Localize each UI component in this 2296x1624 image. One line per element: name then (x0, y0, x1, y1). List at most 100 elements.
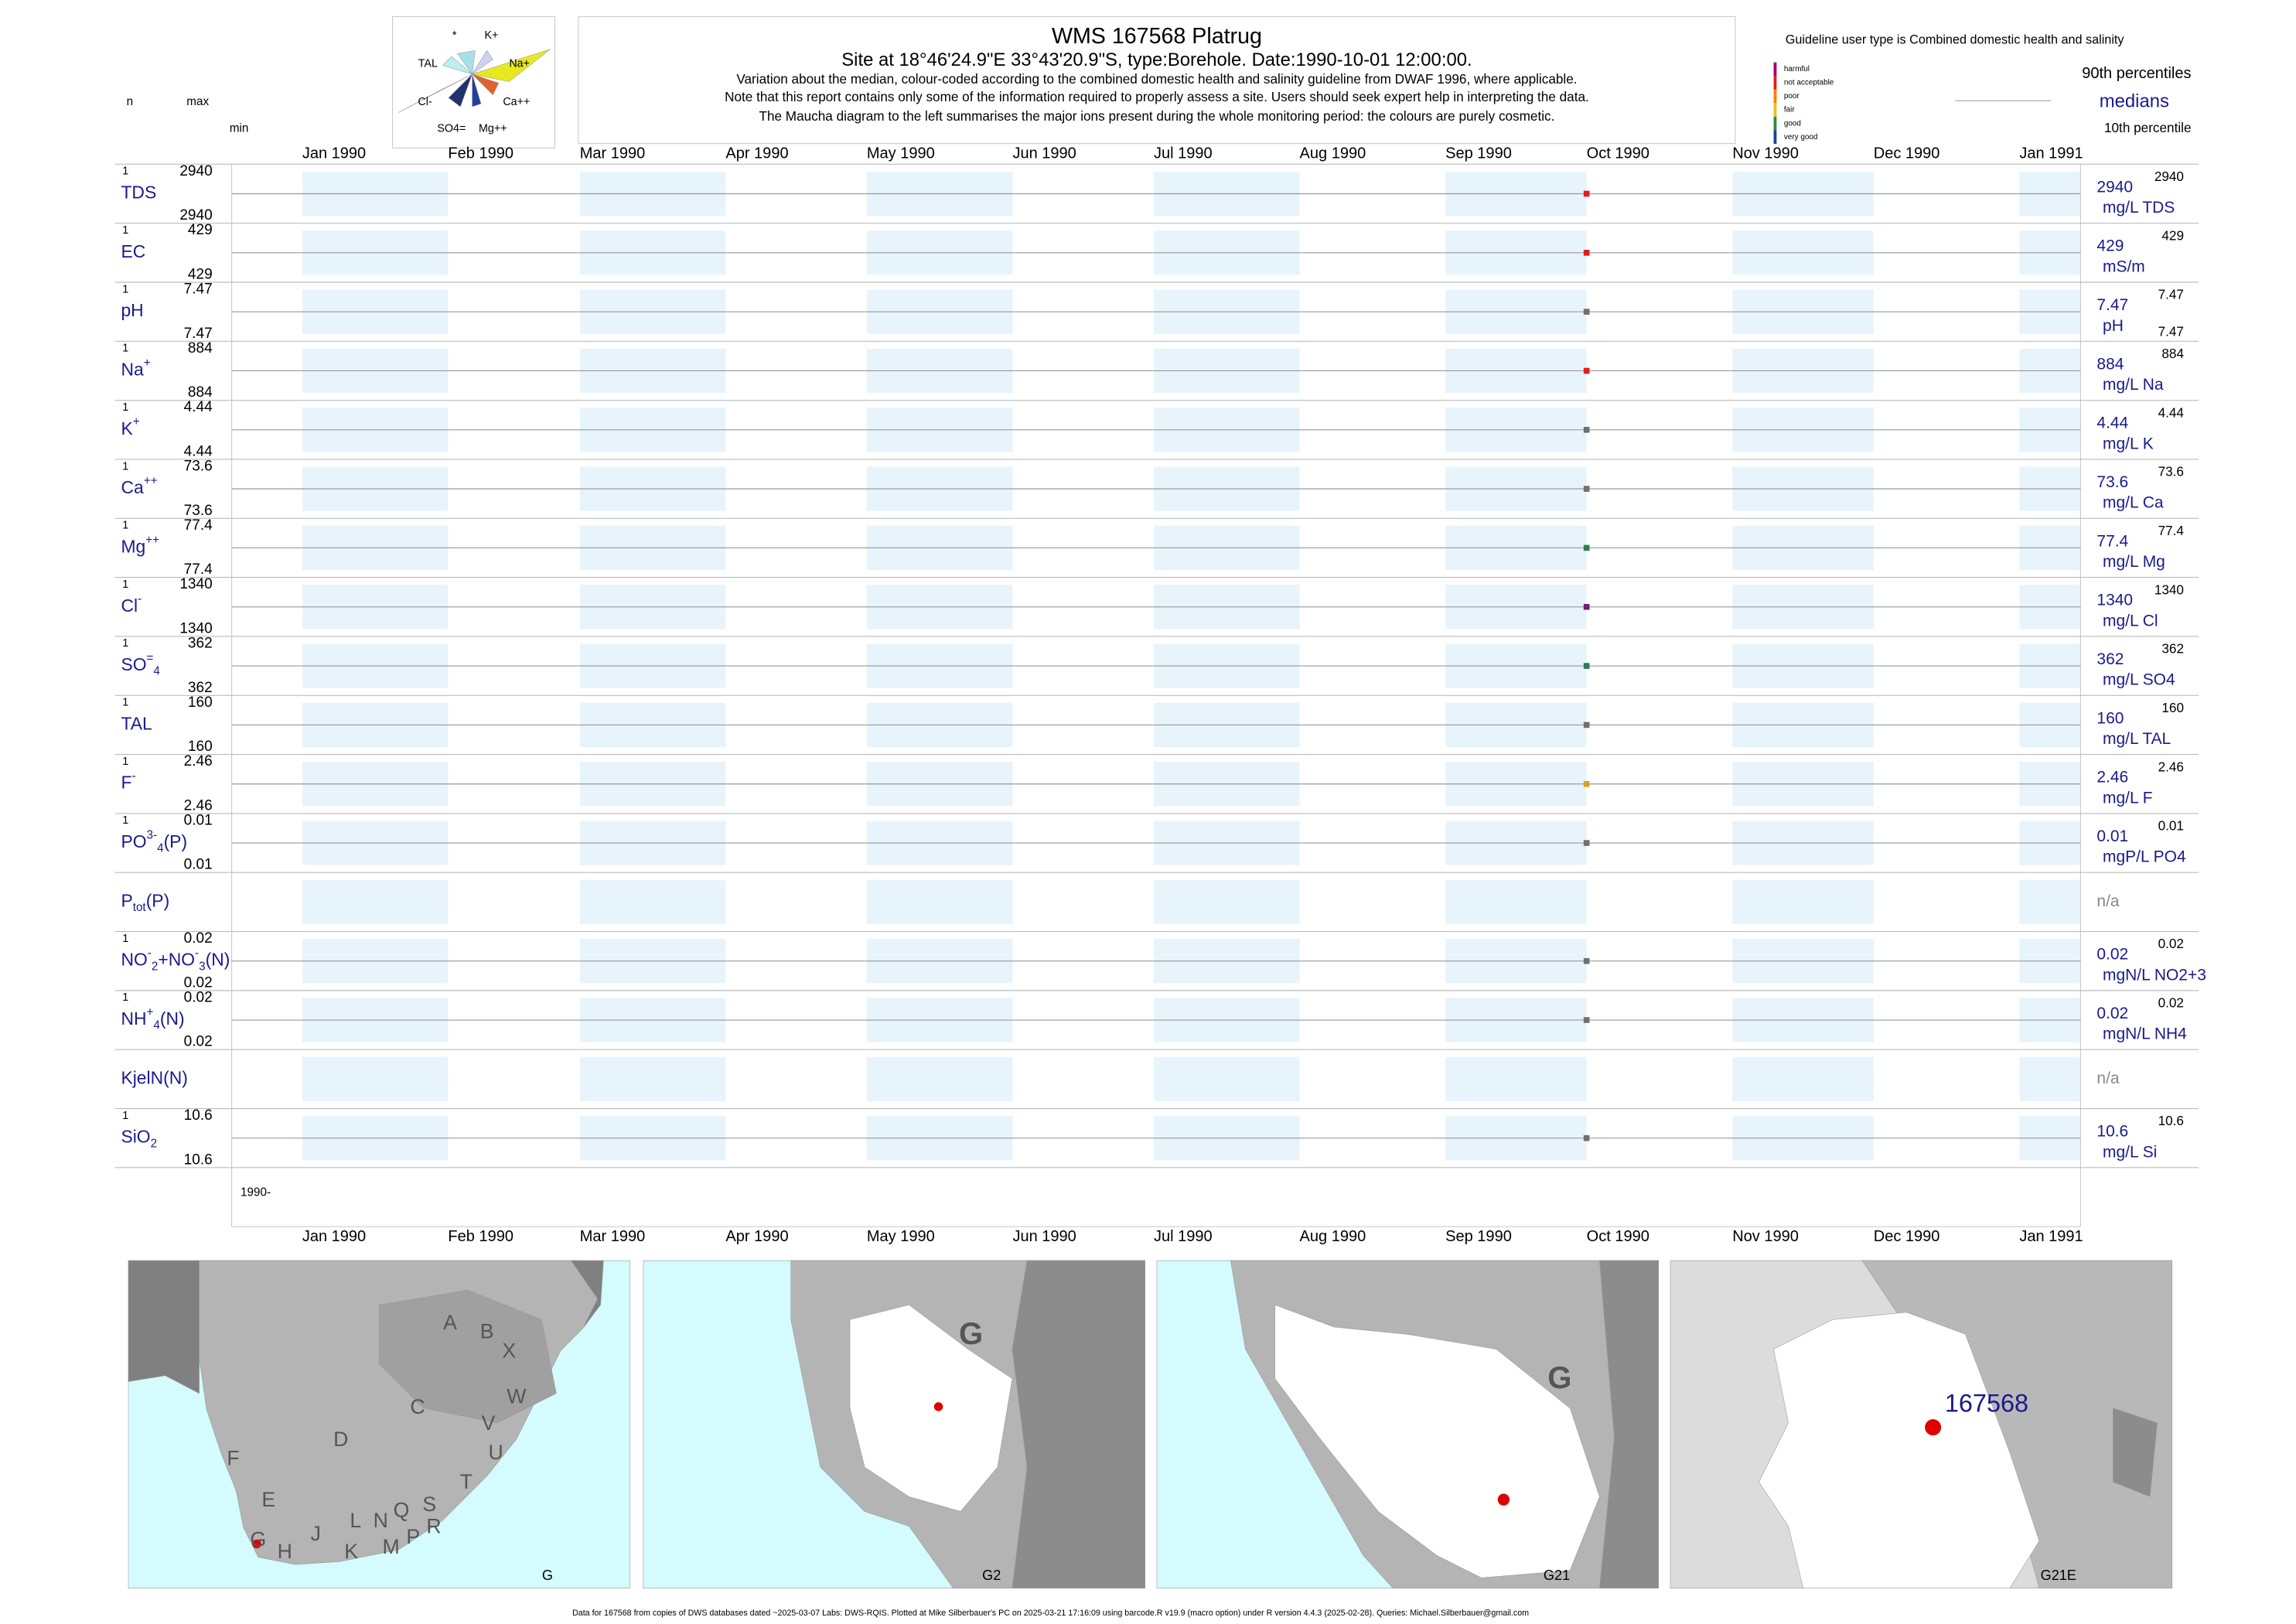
data-point (1583, 367, 1590, 374)
site-info: Site at 18°46'24.9"E 33°43'20.9"S, type:… (841, 49, 1472, 70)
parameter-label: K+ (121, 415, 139, 438)
month-band (2019, 879, 2081, 925)
region-label: K (344, 1540, 358, 1563)
parameter-label: Mg++ (121, 534, 159, 557)
month-band (579, 1056, 726, 1101)
map-region (1599, 1260, 1659, 1588)
data-point (1583, 780, 1590, 787)
map-region (1012, 1260, 1145, 1588)
map-panel (128, 1260, 631, 1588)
data-point (1583, 309, 1590, 315)
title-box (578, 15, 1736, 145)
p90-value: 7.47 (2158, 287, 2184, 302)
map-caption: G2 (982, 1568, 1001, 1583)
median-value: 10.6 (2096, 1123, 2128, 1141)
data-point (1583, 957, 1590, 964)
label-part: Cl (121, 595, 138, 616)
sample-count: 1 (122, 460, 128, 473)
map-region (379, 1289, 557, 1424)
row-min: 0.01 (184, 857, 213, 873)
row-max: 160 (188, 694, 213, 711)
row-min: 429 (188, 266, 213, 282)
month-band (302, 879, 449, 925)
sample-count: 1 (122, 520, 128, 532)
month-band (1445, 879, 1587, 925)
month-label: May 1990 (867, 1228, 935, 1245)
label-part: P (121, 890, 132, 910)
parameter-label: F- (121, 769, 135, 793)
site-label: 167568 (1945, 1390, 2028, 1418)
label-part: 3 (199, 960, 205, 973)
guideline-level-label: harmful (1784, 65, 1810, 73)
data-point (1583, 250, 1590, 256)
row-max: 73.6 (184, 459, 213, 475)
guideline-level-label: good (1784, 119, 1801, 128)
maucha-label: K+ (484, 29, 498, 42)
unit: mg/L Cl (2103, 612, 2158, 629)
label-part: pH (121, 300, 143, 320)
label-part: (P) (164, 831, 187, 851)
row-max: 77.4 (184, 517, 213, 534)
label-part: tot (133, 901, 147, 914)
max-label: max (186, 95, 209, 108)
unit: mg/L Si (2103, 1143, 2157, 1161)
label-part: SiO (121, 1127, 150, 1147)
min-label: min (230, 122, 249, 135)
month-label: Nov 1990 (1732, 1228, 1799, 1245)
data-point (1583, 1134, 1590, 1141)
note: Note that this report contains only some… (725, 89, 1589, 104)
row-max: 362 (188, 636, 213, 652)
p10-value: 7.47 (2158, 323, 2184, 339)
label-part: 3- (147, 829, 158, 842)
maucha-label: * (452, 29, 457, 42)
p90-value: 429 (2161, 227, 2184, 243)
map-region (1274, 1304, 1600, 1578)
month-label: Feb 1990 (448, 145, 513, 162)
month-band (1732, 1056, 1874, 1101)
month-label: Mar 1990 (580, 1228, 646, 1245)
row-max: 0.02 (184, 989, 213, 1005)
month-label: Aug 1990 (1300, 1228, 1366, 1245)
region-label: G (1547, 1361, 1571, 1395)
row-min: 1340 (179, 620, 212, 636)
median-value: 0.02 (2096, 946, 2128, 964)
p90-value: 0.01 (2158, 818, 2184, 834)
site-marker (933, 1402, 943, 1411)
unit: mg/L Mg (2103, 553, 2165, 571)
guideline-swatch (1773, 89, 1777, 104)
month-label: Jul 1990 (1154, 145, 1213, 162)
n-label: n (127, 95, 133, 108)
site-marker (252, 1539, 261, 1549)
guideline-swatch (1773, 116, 1777, 131)
note: The Maucha diagram to the left summarise… (759, 108, 1554, 124)
p90-value: 2940 (2154, 169, 2184, 184)
month-label: Apr 1990 (725, 1228, 788, 1245)
row-min: 4.44 (184, 443, 213, 459)
guideline-level-label: very good (1784, 133, 1818, 142)
parameter-label: NH+4(N) (121, 1006, 184, 1032)
row-max: 10.6 (184, 1107, 213, 1124)
p90-value: 77.4 (2158, 523, 2185, 538)
row-min: 73.6 (184, 503, 213, 519)
sample-count: 1 (122, 637, 128, 650)
parameter-label: EC (121, 241, 145, 261)
unit: mg/L TDS (2103, 199, 2175, 217)
data-point (1583, 840, 1590, 846)
maucha-wedge (471, 49, 551, 82)
data-point (1583, 190, 1590, 197)
row-min: 2.46 (184, 797, 213, 814)
map-region (1759, 1312, 2040, 1588)
data-point (1583, 544, 1590, 551)
region-label: Q (394, 1499, 410, 1522)
unit: pH (2103, 317, 2124, 335)
label-part: (N) (160, 1008, 185, 1029)
map-caption: G21 (1544, 1568, 1570, 1583)
row-min: 7.47 (184, 326, 213, 342)
month-label: Apr 1990 (725, 145, 788, 162)
label-part: ++ (144, 475, 158, 488)
median-value: 73.6 (2096, 473, 2128, 491)
maucha-wedge (472, 49, 493, 75)
label-part: + (147, 1006, 154, 1019)
region-label: U (488, 1441, 503, 1464)
guideline-text: Guideline user type is Combined domestic… (1786, 32, 2125, 46)
